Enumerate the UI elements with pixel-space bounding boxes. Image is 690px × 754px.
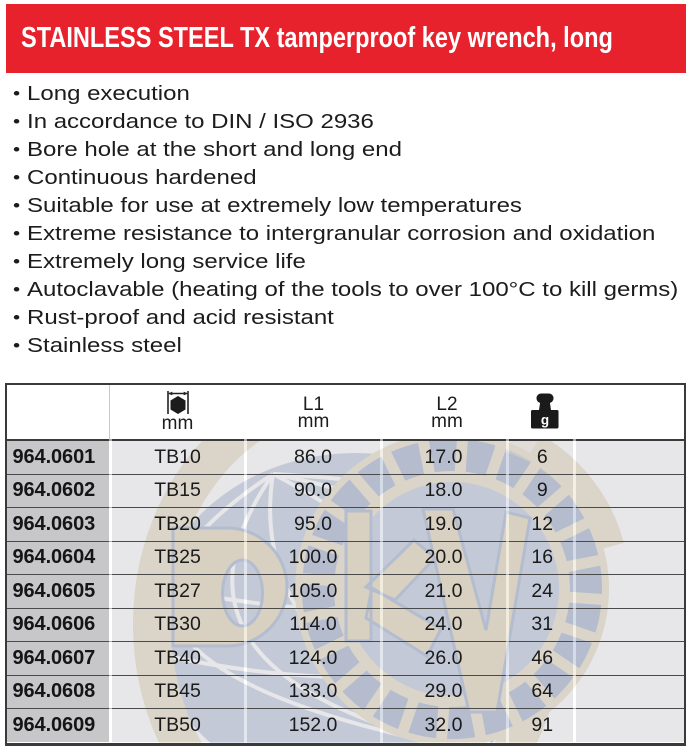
svg-text:g: g — [541, 413, 549, 428]
